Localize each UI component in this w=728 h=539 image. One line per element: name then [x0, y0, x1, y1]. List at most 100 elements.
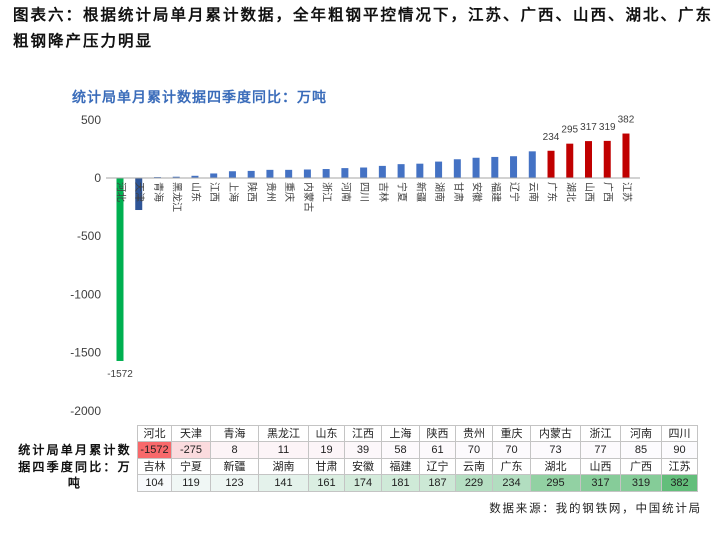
bar-4 — [172, 176, 180, 178]
table-value-cell: 123 — [210, 474, 259, 492]
data-label: 319 — [599, 122, 616, 133]
data-label: 382 — [618, 115, 635, 126]
table-value-cell: 77 — [580, 441, 621, 459]
bar-10 — [285, 169, 293, 178]
x-tick-label: 四川 — [358, 182, 369, 202]
table-header-cell: 重庆 — [492, 425, 531, 442]
table-header-cell: 黑龙江 — [258, 425, 309, 442]
bar-6 — [210, 173, 218, 178]
table-value-cell: 119 — [171, 474, 211, 492]
x-tick-label: 山东 — [189, 182, 202, 202]
x-tick-label: 天津 — [133, 182, 145, 202]
x-tick-label: 陕西 — [246, 182, 259, 202]
table-header-cell: 浙江 — [580, 425, 621, 442]
x-tick-label: 湖南 — [433, 182, 446, 202]
table-header-cell: 辽宁 — [419, 458, 456, 475]
table-header-cell: 广东 — [492, 458, 531, 475]
x-tick-label: 湖北 — [564, 182, 576, 202]
y-tick-label: -2000 — [70, 404, 101, 418]
bar-16 — [397, 164, 405, 178]
table-header-cell: 青海 — [210, 425, 259, 442]
table-header-cell: 江苏 — [661, 458, 698, 475]
table-value-cell: 317 — [580, 474, 621, 492]
bar-27 — [603, 140, 611, 178]
x-tick-label: 内蒙古 — [302, 182, 315, 212]
table-value-cell: 61 — [419, 441, 456, 459]
table-header-row: 吉林 宁夏 新疆 湖南 甘肃 安徽 福建 辽宁 云南 广东 湖北 山西 广西 江苏 — [137, 458, 698, 475]
table-value-row: 104 119 123 141 161 174 181 187 229 234 295 317 319 3… — [137, 474, 698, 492]
x-tick-label: 黑龙江 — [171, 182, 184, 212]
bar-5 — [191, 175, 199, 178]
x-tick-label: 新疆 — [414, 182, 427, 202]
table-value-cell: 8 — [210, 441, 259, 459]
table-value-cell: 181 — [381, 474, 420, 492]
data-label: -1572 — [107, 369, 133, 380]
table-header-cell: 上海 — [381, 425, 420, 442]
bar-23 — [528, 151, 536, 178]
bar-28 — [622, 133, 630, 178]
bar-14 — [360, 167, 368, 178]
chart-title: 统计局单月累计数据四季度同比：万吨 — [72, 89, 327, 105]
data-label: 295 — [561, 125, 578, 136]
table-value-row: -1572 -275 8 11 19 39 58 61 70 70 73 77 85 90 — [137, 441, 698, 459]
table-value-cell: 19 — [308, 441, 345, 459]
table-value-cell: 174 — [344, 474, 382, 492]
x-tick-label: 广西 — [602, 182, 614, 202]
data-label: 317 — [580, 122, 597, 133]
x-tick-label: 河南 — [339, 182, 352, 202]
bar-9 — [266, 169, 274, 178]
y-tick-label: -1500 — [70, 346, 101, 360]
table-header-cell: 陕西 — [419, 425, 456, 442]
table-value-cell: 104 — [137, 474, 172, 492]
bar-11 — [303, 169, 311, 178]
bar-25 — [566, 143, 574, 178]
table-header-cell: 湖南 — [258, 458, 309, 475]
y-tick-label: -500 — [77, 229, 101, 243]
bar-8 — [247, 170, 255, 178]
figure-title-line: 粗钢降产压力明显 — [13, 33, 154, 50]
table-header-row: 河北 天津 青海 黑龙江 山东 江西 上海 陕西 贵州 重庆 内蒙古 浙江 河南 四川 — [137, 425, 698, 442]
bar-chart: 500 0 -500 -1000 -1500 -2000 河北 天津 青海 黑龙江 山东 江西 上海 陕西… — [70, 113, 640, 418]
table-header-cell: 新疆 — [210, 458, 259, 475]
table-header-cell: 宁夏 — [171, 458, 211, 475]
table-value-cell: -275 — [171, 441, 211, 459]
table-value-cell: 319 — [620, 474, 662, 492]
x-tick-label: 江西 — [208, 182, 220, 202]
table-header-cell: 江西 — [344, 425, 382, 442]
x-tick-label: 吉林 — [377, 182, 390, 202]
y-tick-label: 0 — [94, 171, 101, 185]
table-header-cell: 四川 — [661, 425, 698, 442]
x-tick-label: 浙江 — [321, 182, 333, 202]
table-value-cell: 90 — [661, 441, 698, 459]
y-tick-label: 500 — [81, 113, 101, 127]
x-tick-label: 甘肃 — [452, 182, 465, 202]
x-tick-label: 河北 — [115, 182, 127, 202]
table-header-cell: 贵州 — [455, 425, 493, 442]
table-value-cell: 73 — [530, 441, 581, 459]
table-header-cell: 湖北 — [530, 458, 581, 475]
table-value-cell: 229 — [455, 474, 493, 492]
table-header-cell: 福建 — [381, 458, 420, 475]
bar-18 — [435, 161, 443, 178]
x-tick-label: 上海 — [227, 182, 240, 202]
table-value-cell: 382 — [661, 474, 698, 492]
data-label: 234 — [543, 132, 560, 143]
x-tick-label: 江苏 — [620, 182, 633, 202]
table-value-cell: 187 — [419, 474, 456, 492]
table-header-cell: 甘肃 — [308, 458, 345, 475]
table-header-cell: 云南 — [455, 458, 493, 475]
x-tick-label: 广东 — [546, 182, 559, 202]
table-header-cell: 山东 — [308, 425, 345, 442]
table-header-cell: 河北 — [137, 425, 172, 442]
x-tick-label: 贵州 — [264, 182, 277, 202]
x-tick-label: 山西 — [583, 182, 595, 202]
bar-19 — [453, 159, 461, 178]
table-header-cell: 安徽 — [344, 458, 382, 475]
x-tick-label: 福建 — [489, 182, 502, 202]
bar-24 — [547, 150, 555, 178]
figure-title: 图表六：根据统计局单月累计数据，全年粗钢平控情况下，江苏、广西、山西、湖北、广东… — [13, 3, 713, 55]
bar-1 — [116, 178, 124, 361]
x-tick-label: 宁夏 — [396, 182, 409, 202]
table-value-cell: 161 — [308, 474, 345, 492]
table-value-cell: 70 — [455, 441, 493, 459]
